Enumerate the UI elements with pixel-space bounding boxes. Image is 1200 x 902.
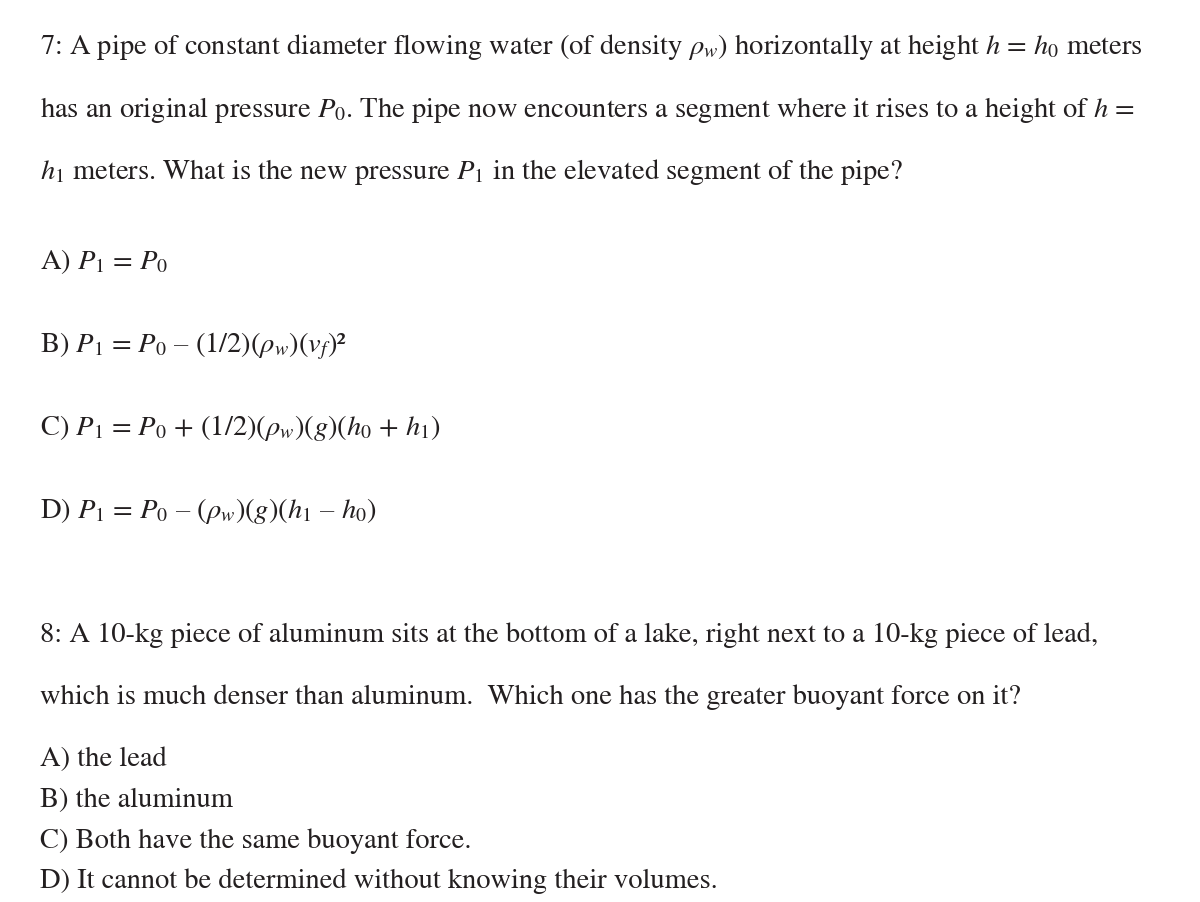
Text: A) the lead: A) the lead <box>40 747 167 772</box>
Text: C) $P_1$ = $P_0$ + (1/2)($\rho_w$)($g$)($h_0$ + $h_1$): C) $P_1$ = $P_0$ + (1/2)($\rho_w$)($g$)(… <box>40 413 440 443</box>
Text: A) $P_1$ = $P_0$: A) $P_1$ = $P_0$ <box>40 247 168 276</box>
Text: 8: A 10-kg piece of aluminum sits at the bottom of a lake, right next to a 10-kg: 8: A 10-kg piece of aluminum sits at the… <box>40 622 1098 648</box>
Text: D) $P_1$ = $P_0$ – ($\rho_w$)($g$)($h_1$ – $h_0$): D) $P_1$ = $P_0$ – ($\rho_w$)($g$)($h_1$… <box>40 496 377 526</box>
Text: $h_1$ meters. What is the new pressure $P_1$ in the elevated segment of the pipe: $h_1$ meters. What is the new pressure $… <box>40 157 902 187</box>
Text: C) Both have the same buoyant force.: C) Both have the same buoyant force. <box>40 828 472 853</box>
Text: 7: A pipe of constant diameter flowing water (of density $\rho_w$) horizontally : 7: A pipe of constant diameter flowing w… <box>40 32 1142 62</box>
Text: has an original pressure $P_0$. The pipe now encounters a segment where it rises: has an original pressure $P_0$. The pipe… <box>40 95 1135 124</box>
Text: B) the aluminum: B) the aluminum <box>40 787 233 813</box>
Text: D) It cannot be determined without knowing their volumes.: D) It cannot be determined without knowi… <box>40 869 718 894</box>
Text: which is much denser than aluminum.  Which one has the greater buoyant force on : which is much denser than aluminum. Whic… <box>40 685 1020 710</box>
Text: B) $P_1$ = $P_0$ – (1/2)($\rho_w$)($v_f$)²: B) $P_1$ = $P_0$ – (1/2)($\rho_w$)($v_f$… <box>40 330 347 362</box>
